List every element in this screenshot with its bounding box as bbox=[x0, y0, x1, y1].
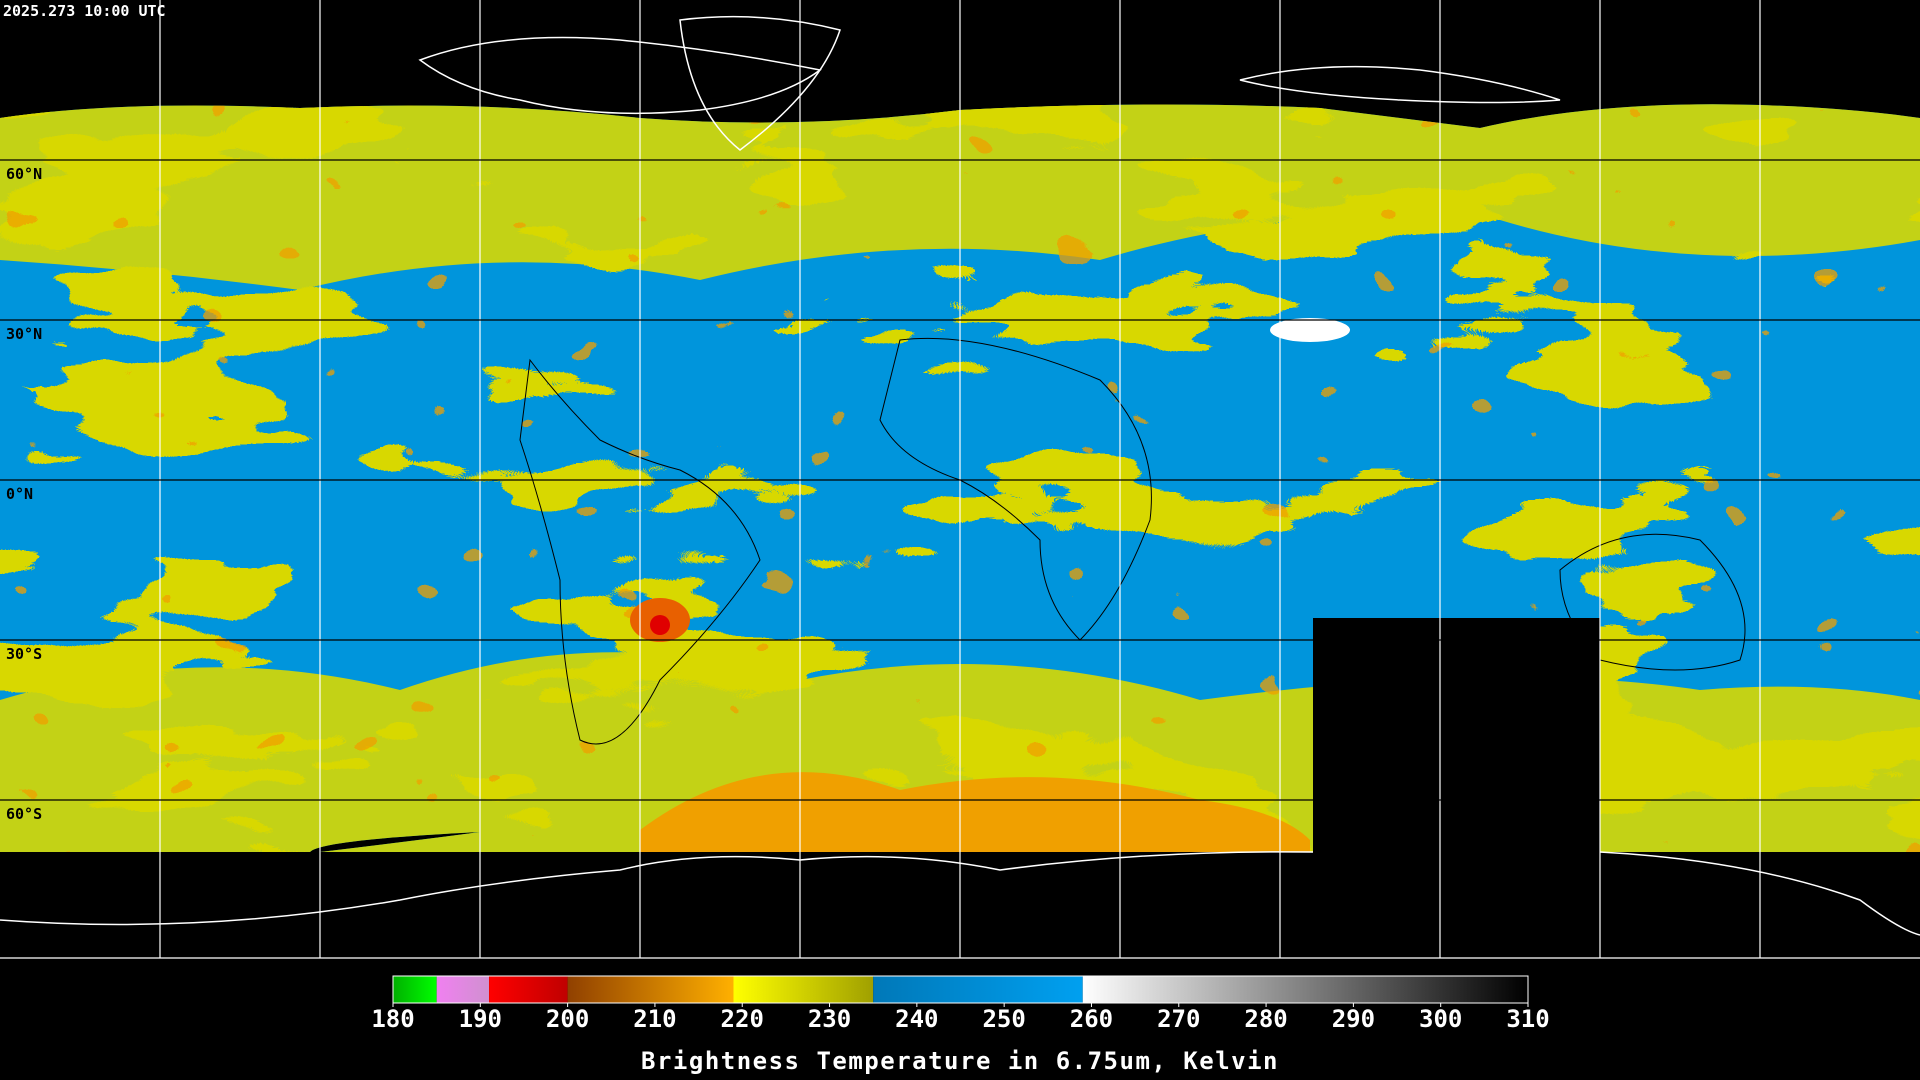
antarctic-orange bbox=[640, 772, 1310, 852]
colorbar-tick-label: 200 bbox=[546, 1005, 589, 1033]
labels: 60°N 30°N 0°N 30°S 60°S bbox=[6, 165, 42, 823]
timestamp: 2025.273 10:00 UTC bbox=[3, 2, 166, 20]
colorbar-segment bbox=[489, 976, 568, 1003]
missing-data bbox=[1313, 618, 1600, 852]
latitude-label: 30°N bbox=[6, 325, 42, 343]
colorbar-tick-label: 290 bbox=[1332, 1005, 1375, 1033]
graticule bbox=[0, 0, 1920, 959]
colorbar-tick-label: 260 bbox=[1070, 1005, 1113, 1033]
colorbar-tick-label: 280 bbox=[1244, 1005, 1287, 1033]
convective-core bbox=[650, 615, 670, 635]
colorbar: 180 190 200 210 220 230 240 250 260 270 280 290 300 3… bbox=[371, 975, 1550, 1033]
coastlines bbox=[0, 15, 1920, 936]
colorbar-segment bbox=[393, 976, 437, 1003]
colorbar-tick-label: 180 bbox=[371, 1005, 414, 1033]
colorbar-tick-label: 230 bbox=[808, 1005, 851, 1033]
colorbar-tick-label: 300 bbox=[1419, 1005, 1462, 1033]
colorbar-segment bbox=[873, 976, 1083, 1003]
colorbar-segment bbox=[436, 976, 490, 1003]
colorbar-tick-label: 250 bbox=[982, 1005, 1025, 1033]
colorbar-title: Brightness Temperature in 6.75um, Kelvin bbox=[641, 1047, 1279, 1075]
colorbar-tick-label: 220 bbox=[721, 1005, 764, 1033]
colorbar-tick-label: 190 bbox=[459, 1005, 502, 1033]
colorbar-frame bbox=[392, 975, 1529, 1004]
warm-dry-area bbox=[1270, 318, 1350, 342]
colorbar-tick-label: 240 bbox=[895, 1005, 938, 1033]
colorbar-segment bbox=[567, 976, 734, 1003]
colorbar-tick-label: 210 bbox=[633, 1005, 676, 1033]
latitude-label: 0°N bbox=[6, 485, 33, 503]
colorbar-segment bbox=[1082, 976, 1528, 1003]
colorbar-segment bbox=[733, 976, 874, 1003]
latitude-label: 60°S bbox=[6, 805, 42, 823]
colorbar-tick-label: 310 bbox=[1506, 1005, 1549, 1033]
latitude-label: 60°N bbox=[6, 165, 42, 183]
latitude-label: 30°S bbox=[6, 645, 42, 663]
colorbar-tick-label: 270 bbox=[1157, 1005, 1200, 1033]
